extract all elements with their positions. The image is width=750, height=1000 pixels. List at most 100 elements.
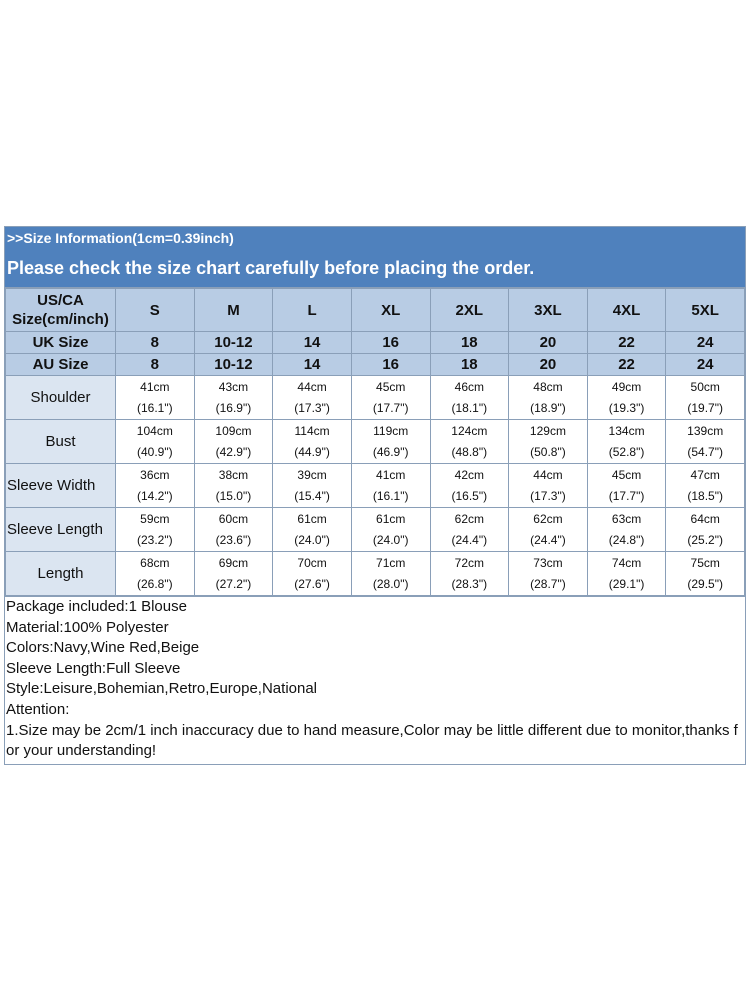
measurement-cell: 70cm (27.6"): [272, 551, 352, 596]
inch-value: (16.9"): [215, 400, 252, 415]
measurement-cell: 124cm (48.8"): [429, 419, 510, 464]
inch-value: (17.7"): [608, 488, 645, 503]
cm-value: 46cm: [454, 379, 484, 394]
us-ca-label: US/CA: [37, 292, 84, 309]
cm-value: 41cm: [376, 467, 406, 482]
cm-value: 59cm: [140, 511, 170, 526]
style-note: Style:Leisure,Bohemian,Retro,Europe,Nati…: [6, 680, 318, 698]
measurement-cell: 45cm (17.7"): [350, 375, 431, 420]
measurement-cell: 62cm (24.4"): [429, 507, 510, 552]
inch-value: (18.9"): [530, 400, 566, 415]
cm-value: 109cm: [215, 423, 252, 438]
cm-value: 48cm: [533, 379, 563, 394]
cm-value: 74cm: [611, 555, 642, 570]
measurement-cell: 61cm (24.0"): [272, 507, 352, 552]
measurement-cell: 47cm (18.5"): [665, 463, 745, 508]
inch-value: (24.8"): [608, 532, 645, 547]
measurement-cell: 75cm (29.5"): [665, 551, 745, 596]
size-info-banner: >>Size Information(1cm=0.39inch): [5, 227, 745, 249]
uk-size-cell: 20: [508, 331, 588, 354]
au-size-cell: 10-12: [193, 353, 274, 376]
inch-value: (14.2"): [137, 488, 173, 503]
measurement-row: Sleeve Length 59cm (23.2") 60cm (23.6") 61cm (…: [5, 507, 745, 552]
au-size-label: AU Size: [5, 353, 116, 376]
measurement-row: Sleeve Width 36cm (14.2") 38cm (15.0") 39cm (1…: [5, 463, 745, 508]
cm-value: 50cm: [690, 379, 720, 394]
measurement-cell: 74cm (29.1"): [586, 551, 667, 596]
cm-value: 60cm: [218, 511, 249, 526]
uk-size-cell: 18: [429, 331, 510, 354]
material-note: Material:100% Polyester: [6, 618, 169, 636]
cm-value: 70cm: [297, 555, 327, 570]
measurement-cell: 72cm (28.3"): [429, 551, 510, 596]
au-size-cell: 14: [272, 353, 352, 376]
measurement-row: Length 68cm (26.8") 69cm (27.2") 70cm (27.6") 7…: [5, 551, 745, 596]
measurement-cell: 129cm (50.8"): [508, 419, 588, 464]
inch-value: (40.9"): [137, 444, 173, 459]
measurement-cell: 49cm (19.3"): [586, 375, 667, 420]
package-note: Package included:1 Blouse: [6, 598, 187, 615]
au-size-cell: 18: [429, 353, 510, 376]
inch-value: (25.2"): [687, 532, 723, 547]
us-ca-size-row: US/CA Size(cm/inch) S M L XL 2XL 3XL 4XL…: [5, 288, 745, 332]
uk-size-row: UK Size 8 10-12 14 16 18 20 22 24: [5, 331, 745, 354]
inch-value: (46.9"): [372, 444, 409, 459]
measurement-label: Shoulder: [5, 375, 116, 420]
measurement-cell: 41cm (16.1"): [115, 375, 195, 420]
au-size-cell: 20: [508, 353, 588, 376]
inch-value: (50.8"): [530, 444, 566, 459]
measurement-cell: 50cm (19.7"): [665, 375, 745, 420]
measurement-cell: 38cm (15.0"): [193, 463, 274, 508]
measurement-cell: 104cm (40.9"): [115, 419, 195, 464]
colors-note: Colors:Navy,Wine Red,Beige: [6, 639, 200, 657]
uk-size-cell: 8: [115, 331, 195, 354]
inch-value: (42.9"): [215, 444, 252, 459]
cm-value: 134cm: [608, 423, 645, 438]
inch-value: (29.5"): [687, 576, 723, 591]
inch-value: (28.3"): [451, 576, 488, 591]
inch-value: (27.2"): [215, 576, 252, 591]
measurement-cell: 71cm (28.0"): [350, 551, 431, 596]
inch-value: (24.4"): [451, 532, 488, 547]
inch-value: (18.1"): [451, 400, 488, 415]
measurement-label: Length: [5, 551, 116, 596]
measurement-label: Sleeve Length: [5, 507, 116, 552]
inch-value: (52.8"): [608, 444, 645, 459]
cm-value: 61cm: [297, 511, 327, 526]
measurement-cell: 60cm (23.6"): [193, 507, 274, 552]
cm-value: 42cm: [454, 467, 484, 482]
inch-value: (28.7"): [530, 576, 566, 591]
measurement-cell: 46cm (18.1"): [429, 375, 510, 420]
cm-value: 39cm: [297, 467, 327, 482]
uk-size-cell: 22: [586, 331, 667, 354]
cm-value: 69cm: [218, 555, 249, 570]
cm-value: 119cm: [373, 423, 409, 438]
measurement-cell: 36cm (14.2"): [115, 463, 195, 508]
inch-value: (48.8"): [451, 444, 488, 459]
measurement-cell: 59cm (23.2"): [115, 507, 195, 552]
size-header-l: L: [272, 288, 352, 332]
size-chart: >>Size Information(1cm=0.39inch) Please …: [4, 226, 746, 765]
cm-value: 49cm: [611, 379, 642, 394]
size-table-body: US/CA Size(cm/inch) S M L XL 2XL 3XL 4XL…: [5, 288, 745, 596]
measurement-label: Bust: [5, 419, 116, 464]
uk-size-cell: 16: [350, 331, 431, 354]
measurement-cell: 134cm (52.8"): [586, 419, 667, 464]
inch-value: (16.1"): [372, 488, 409, 503]
size-header-s: S: [115, 288, 195, 332]
measurement-cell: 44cm (17.3"): [272, 375, 352, 420]
cm-value: 114cm: [294, 423, 330, 438]
au-size-row: AU Size 8 10-12 14 16 18 20 22 24: [5, 353, 745, 376]
measurement-cell: 43cm (16.9"): [193, 375, 274, 420]
measurement-cell: 109cm (42.9"): [193, 419, 274, 464]
cm-value: 71cm: [376, 555, 406, 570]
size-header-5xl: 5XL: [665, 288, 745, 332]
cm-value: 44cm: [533, 467, 563, 482]
cm-value: 104cm: [136, 423, 173, 438]
cm-value: 62cm: [533, 511, 563, 526]
uk-size-cell: 10-12: [193, 331, 274, 354]
measurement-cell: 39cm (15.4"): [272, 463, 352, 508]
measurement-cell: 68cm (26.8"): [115, 551, 195, 596]
measurement-cell: 41cm (16.1"): [350, 463, 431, 508]
inch-value: (26.8"): [137, 576, 173, 591]
